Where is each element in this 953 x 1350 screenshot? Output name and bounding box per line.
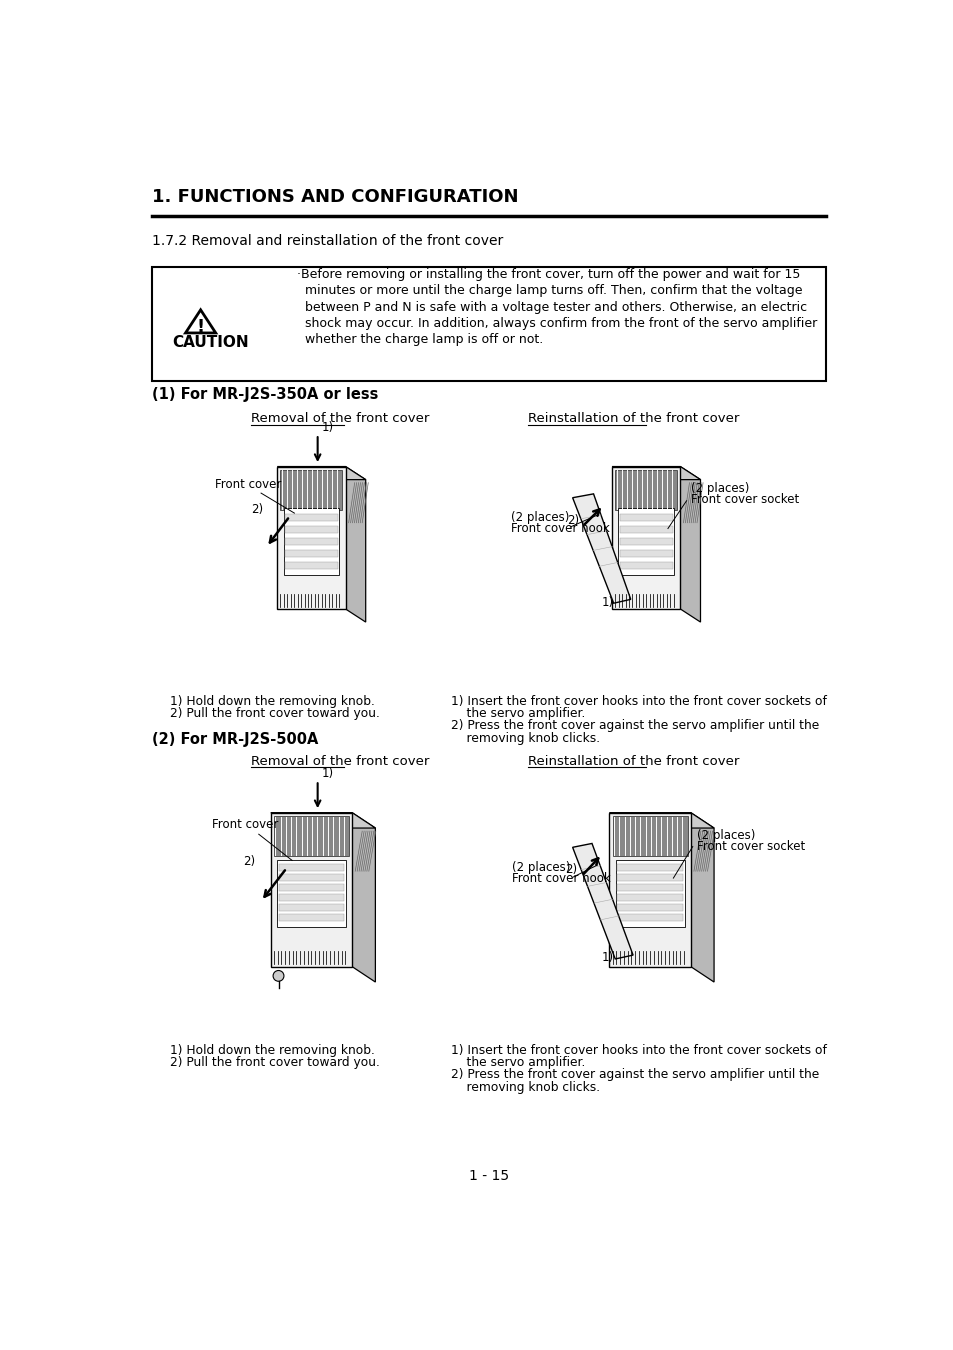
Text: minutes or more until the charge lamp turns off. Then, confirm that the voltage: minutes or more until the charge lamp tu… xyxy=(297,285,802,297)
Bar xyxy=(617,914,682,921)
Bar xyxy=(617,884,682,891)
Text: !: ! xyxy=(196,319,205,336)
Text: removing knob clicks.: removing knob clicks. xyxy=(451,732,599,745)
Text: (2 places): (2 places) xyxy=(691,482,749,495)
Text: CAUTION: CAUTION xyxy=(172,335,249,350)
Bar xyxy=(618,508,674,575)
Text: (2) For MR-J2S-500A: (2) For MR-J2S-500A xyxy=(152,732,318,747)
Bar xyxy=(278,875,344,882)
Polygon shape xyxy=(609,813,713,828)
Text: 1): 1) xyxy=(600,595,613,609)
Text: 1): 1) xyxy=(321,767,334,780)
Text: 1. FUNCTIONS AND CONFIGURATION: 1. FUNCTIONS AND CONFIGURATION xyxy=(152,188,517,207)
Bar xyxy=(612,815,687,856)
Text: (1) For MR-J2S-350A or less: (1) For MR-J2S-350A or less xyxy=(152,387,377,402)
Bar xyxy=(285,526,337,533)
Bar xyxy=(274,815,349,856)
Bar xyxy=(615,860,684,927)
Text: ·Before removing or installing the front cover, turn off the power and wait for : ·Before removing or installing the front… xyxy=(297,269,800,281)
Text: Front cover: Front cover xyxy=(214,478,280,491)
Text: 1): 1) xyxy=(321,421,334,435)
Text: the servo amplifier.: the servo amplifier. xyxy=(451,1056,585,1069)
Polygon shape xyxy=(679,467,700,622)
Circle shape xyxy=(273,971,284,981)
Text: 2): 2) xyxy=(243,855,255,868)
Text: 2) Pull the front cover toward you.: 2) Pull the front cover toward you. xyxy=(170,707,379,720)
Text: 1): 1) xyxy=(601,952,614,964)
Text: Front cover hook: Front cover hook xyxy=(510,521,609,535)
Text: Front cover: Front cover xyxy=(212,818,278,832)
Text: 2): 2) xyxy=(564,863,577,876)
Bar xyxy=(285,514,337,521)
Text: 1) Hold down the removing knob.: 1) Hold down the removing knob. xyxy=(170,695,375,707)
Bar xyxy=(619,526,672,533)
Text: removing knob clicks.: removing knob clicks. xyxy=(451,1080,599,1094)
Bar xyxy=(619,563,672,570)
Bar xyxy=(615,470,677,510)
Text: shock may occur. In addition, always confirm from the front of the servo amplifi: shock may occur. In addition, always con… xyxy=(297,317,817,329)
Text: Reinstallation of the front cover: Reinstallation of the front cover xyxy=(528,755,739,768)
Text: 1) Hold down the removing knob.: 1) Hold down the removing knob. xyxy=(170,1044,375,1057)
Bar xyxy=(278,894,344,902)
Text: 2) Pull the front cover toward you.: 2) Pull the front cover toward you. xyxy=(170,1056,379,1069)
Bar xyxy=(285,539,337,545)
Bar xyxy=(619,551,672,558)
Text: between P and N is safe with a voltage tester and others. Otherwise, an electric: between P and N is safe with a voltage t… xyxy=(297,301,807,313)
Polygon shape xyxy=(612,467,700,479)
Bar xyxy=(617,904,682,911)
Polygon shape xyxy=(277,467,365,479)
Bar xyxy=(617,864,682,871)
Text: 2): 2) xyxy=(251,504,263,516)
Text: Removal of the front cover: Removal of the front cover xyxy=(251,412,429,425)
Text: (2 places): (2 places) xyxy=(512,861,570,875)
Text: 1) Insert the front cover hooks into the front cover sockets of: 1) Insert the front cover hooks into the… xyxy=(451,1044,826,1057)
Text: 2): 2) xyxy=(567,514,578,526)
Bar xyxy=(278,904,344,911)
Bar xyxy=(619,514,672,521)
Text: the servo amplifier.: the servo amplifier. xyxy=(451,707,585,720)
Bar xyxy=(276,860,346,927)
Bar xyxy=(285,563,337,570)
Text: Reinstallation of the front cover: Reinstallation of the front cover xyxy=(528,412,739,425)
Bar xyxy=(612,467,679,609)
Text: whether the charge lamp is off or not.: whether the charge lamp is off or not. xyxy=(297,333,543,346)
Text: (2 places): (2 places) xyxy=(696,829,754,842)
Text: 1 - 15: 1 - 15 xyxy=(468,1169,509,1183)
Text: Front cover socket: Front cover socket xyxy=(691,493,799,506)
Polygon shape xyxy=(572,844,633,958)
Bar xyxy=(617,894,682,902)
Bar xyxy=(609,813,690,967)
Polygon shape xyxy=(345,467,365,622)
Text: Removal of the front cover: Removal of the front cover xyxy=(251,755,429,768)
Bar xyxy=(277,467,345,609)
Text: 1) Insert the front cover hooks into the front cover sockets of: 1) Insert the front cover hooks into the… xyxy=(451,695,826,707)
FancyBboxPatch shape xyxy=(152,267,825,382)
Bar xyxy=(619,539,672,545)
Bar xyxy=(285,551,337,558)
Bar xyxy=(278,864,344,871)
Text: 2) Press the front cover against the servo amplifier until the: 2) Press the front cover against the ser… xyxy=(451,720,819,733)
Polygon shape xyxy=(572,494,630,603)
Text: 1.7.2 Removal and reinstallation of the front cover: 1.7.2 Removal and reinstallation of the … xyxy=(152,234,502,248)
Bar xyxy=(280,470,342,510)
Bar xyxy=(283,508,339,575)
Text: Front cover hook: Front cover hook xyxy=(512,872,610,886)
Text: Front cover socket: Front cover socket xyxy=(696,840,804,853)
Polygon shape xyxy=(690,813,713,981)
Bar xyxy=(278,884,344,891)
Text: 2) Press the front cover against the servo amplifier until the: 2) Press the front cover against the ser… xyxy=(451,1068,819,1081)
Bar xyxy=(278,914,344,921)
Bar xyxy=(617,875,682,882)
Text: (2 places): (2 places) xyxy=(510,510,568,524)
Bar xyxy=(271,813,352,967)
Polygon shape xyxy=(271,813,375,828)
Polygon shape xyxy=(352,813,375,981)
